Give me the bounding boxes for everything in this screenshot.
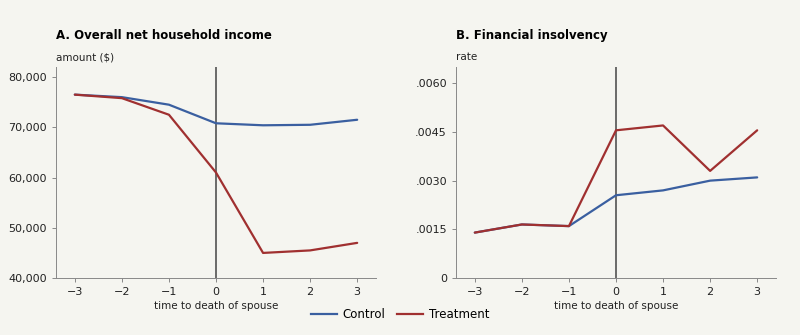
X-axis label: time to death of spouse: time to death of spouse bbox=[554, 301, 678, 311]
Text: amount ($): amount ($) bbox=[56, 52, 114, 62]
Legend: Control, Treatment: Control, Treatment bbox=[306, 303, 494, 326]
Text: A. Overall net household income: A. Overall net household income bbox=[56, 29, 272, 42]
Text: rate: rate bbox=[456, 52, 478, 62]
X-axis label: time to death of spouse: time to death of spouse bbox=[154, 301, 278, 311]
Text: B. Financial insolvency: B. Financial insolvency bbox=[456, 29, 608, 42]
